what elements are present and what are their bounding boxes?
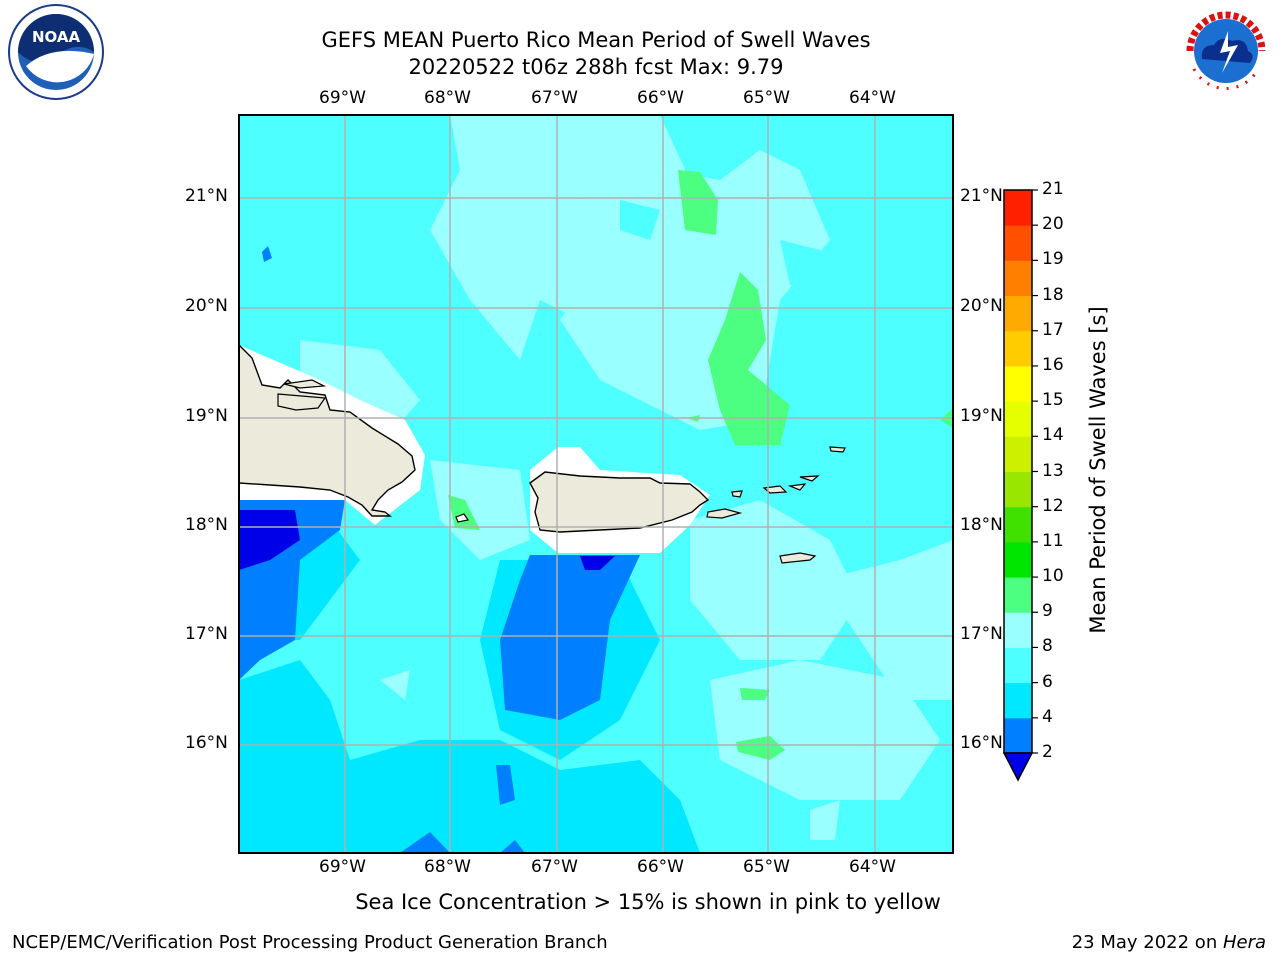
colorbar-tick-label: 14 (1042, 425, 1064, 446)
colorbar-segment (1004, 612, 1032, 648)
generation-date: 23 May 2022 on Hera (1072, 932, 1266, 953)
colorbar-segment (1004, 330, 1032, 367)
colorbar-tick-label: 18 (1042, 284, 1064, 305)
colorbar-title: Mean Period of Swell Waves [s] (1086, 306, 1110, 634)
lon-label-top: 64°W (849, 88, 896, 108)
colorbar-segment (1004, 717, 1032, 754)
colorbar (1002, 189, 1038, 782)
colorbar-tick-label: 9 (1042, 601, 1053, 622)
colorbar-segment (1004, 260, 1032, 297)
colorbar-tick-label: 12 (1042, 495, 1064, 516)
colorbar-segment (1004, 682, 1032, 719)
colorbar-tick-label: 15 (1042, 390, 1064, 411)
lon-label-top: 66°W (637, 88, 684, 108)
lat-label-left: 21°N (185, 186, 228, 206)
lon-label-bottom: 64°W (849, 857, 896, 877)
lat-label-right: 18°N (960, 515, 1003, 535)
map-frame (238, 114, 954, 854)
date-text: 23 May 2022 on (1071, 932, 1223, 953)
colorbar-tick-label: 4 (1042, 706, 1053, 727)
colorbar-segment (1004, 295, 1032, 332)
lon-label-bottom: 69°W (319, 857, 366, 877)
colorbar-segment (1004, 647, 1032, 684)
colorbar-segment (1004, 577, 1032, 613)
colorbar-tick-label: 2 (1042, 742, 1053, 762)
colorbar-tick-label: 21 (1042, 179, 1064, 199)
lat-label-left: 19°N (185, 406, 228, 426)
sea-ice-note: Sea Ice Concentration > 15% is shown in … (355, 890, 941, 914)
colorbar-tick-label: 17 (1042, 319, 1064, 340)
lat-label-right: 20°N (960, 296, 1003, 316)
map-title: GEFS MEAN Puerto Rico Mean Period of Swe… (321, 28, 871, 52)
svg-text:NOAA: NOAA (32, 28, 81, 46)
colorbar-mask (1002, 186, 1036, 776)
lon-label-bottom: 67°W (531, 857, 578, 877)
lat-label-left: 18°N (185, 515, 228, 535)
lat-label-left: 20°N (185, 296, 228, 316)
lon-label-bottom: 66°W (637, 857, 684, 877)
colorbar-segment (1004, 225, 1032, 261)
producer-credit: NCEP/EMC/Verification Post Processing Pr… (12, 932, 608, 953)
colorbar-segment (1004, 471, 1032, 508)
swell-period-field (239, 115, 953, 853)
colorbar-tick-label: 8 (1042, 636, 1053, 657)
lat-label-right: 17°N (960, 624, 1003, 644)
noaa-logo: NOAA (6, 4, 106, 108)
colorbar-segment (1004, 365, 1032, 402)
lon-label-bottom: 68°W (424, 857, 471, 877)
nws-logo (1176, 3, 1276, 107)
lon-label-top: 69°W (319, 88, 366, 108)
colorbar-tick-label: 10 (1042, 566, 1064, 587)
colorbar-segment (1004, 190, 1032, 226)
colorbar-tick-label: 19 (1042, 249, 1064, 270)
lon-label-bottom: 65°W (743, 857, 790, 877)
machine-name: Hera (1222, 932, 1266, 953)
lon-label-top: 65°W (743, 88, 790, 108)
map-subtitle: 20220522 t06z 288h fcst Max: 9.79 (408, 55, 784, 79)
colorbar-segment (1004, 506, 1032, 543)
lat-label-right: 19°N (960, 406, 1003, 426)
lon-label-top: 67°W (531, 88, 578, 108)
lat-label-left: 17°N (185, 624, 228, 644)
lat-label-right: 16°N (960, 733, 1003, 753)
colorbar-tick-label: 16 (1042, 354, 1064, 375)
lon-label-top: 68°W (424, 88, 471, 108)
colorbar-segment (1004, 401, 1032, 437)
colorbar-tick-label: 20 (1042, 214, 1064, 235)
lat-label-right: 21°N (960, 186, 1003, 206)
colorbar-tick-label: 11 (1042, 530, 1064, 551)
colorbar-segment (1004, 436, 1032, 472)
lat-label-left: 16°N (185, 733, 228, 753)
colorbar-tick-label: 13 (1042, 460, 1064, 481)
colorbar-segment (1004, 541, 1032, 578)
colorbar-tick-label: 6 (1042, 671, 1053, 692)
